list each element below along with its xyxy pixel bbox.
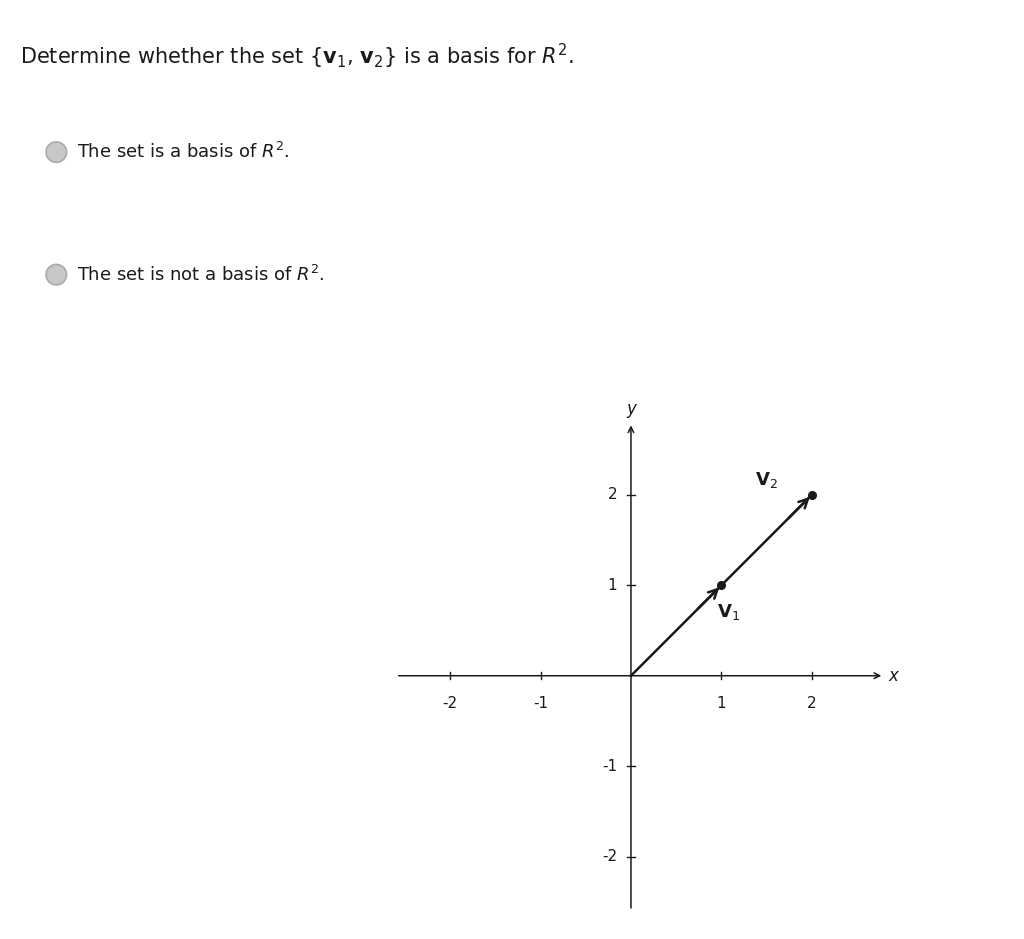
Text: $\mathbf{V}_1$: $\mathbf{V}_1$ <box>717 602 739 622</box>
Text: Determine whether the set {$\mathbf{v}_1$, $\mathbf{v}_2$} is a basis for $R^2$.: Determine whether the set {$\mathbf{v}_1… <box>20 42 574 71</box>
Ellipse shape <box>46 265 67 285</box>
Text: -2: -2 <box>442 696 458 711</box>
Text: 1: 1 <box>608 577 617 593</box>
Text: 1: 1 <box>717 696 726 711</box>
Text: y: y <box>626 400 636 418</box>
Text: -2: -2 <box>602 849 617 864</box>
Text: The set is a basis of $R^2$.: The set is a basis of $R^2$. <box>77 142 289 162</box>
Text: $\mathbf{V}_2$: $\mathbf{V}_2$ <box>755 470 777 490</box>
Ellipse shape <box>46 142 67 162</box>
Text: -1: -1 <box>602 759 617 774</box>
Text: 2: 2 <box>807 696 816 711</box>
Text: x: x <box>889 667 898 685</box>
Text: The set is not a basis of $R^2$.: The set is not a basis of $R^2$. <box>77 265 325 285</box>
Text: 2: 2 <box>608 487 617 502</box>
Text: -1: -1 <box>532 696 548 711</box>
